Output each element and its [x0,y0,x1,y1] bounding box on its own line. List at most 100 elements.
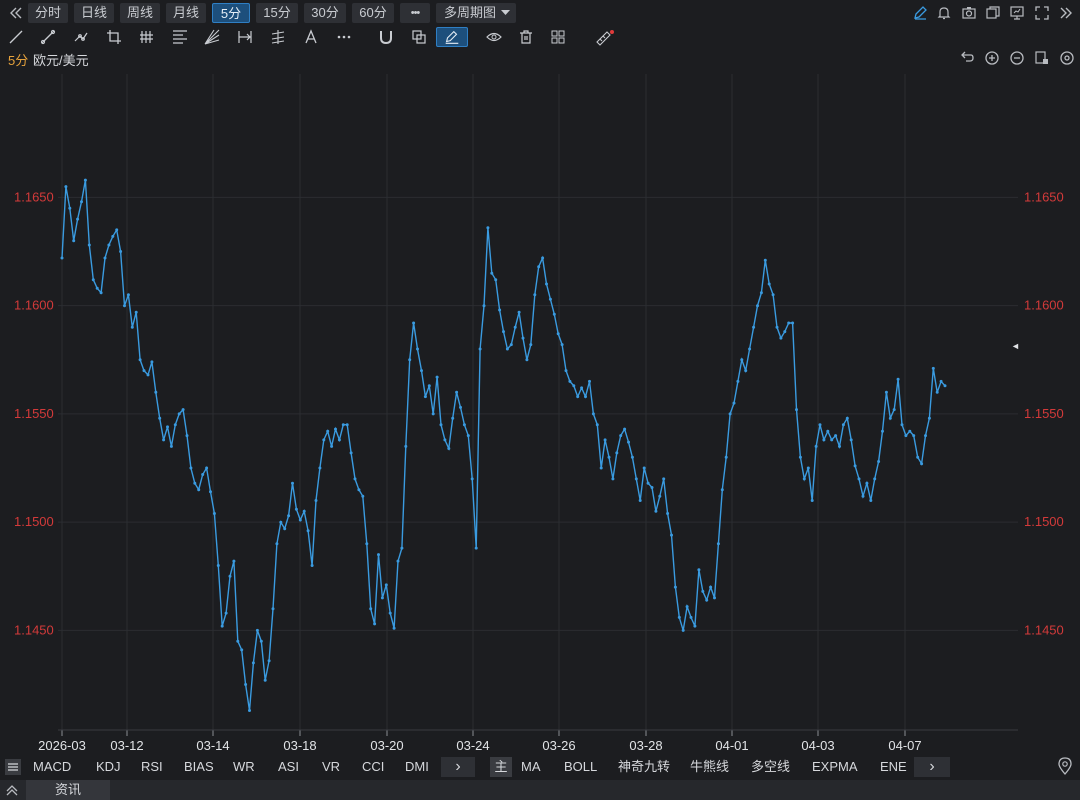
double-chevron-right-icon[interactable] [1057,4,1075,22]
tab-rsi[interactable]: RSI [141,759,163,774]
price-point [509,343,513,347]
price-point [76,217,80,221]
period-tab-week[interactable]: 周线 [120,3,160,23]
ruler-icon[interactable] [593,27,617,47]
tab-asi[interactable]: ASI [278,759,299,774]
tab-boll[interactable]: BOLL [564,759,598,774]
tab-duokong[interactable]: 多空线 [751,759,791,774]
bell-icon[interactable] [935,4,953,22]
line-icon[interactable] [6,27,26,47]
text-icon[interactable] [301,27,321,47]
price-point [783,330,787,334]
main-tabs-next-button[interactable]: › [914,757,950,777]
x-tick-label: 04-07 [888,738,921,753]
price-point [392,626,396,630]
monitor-icon[interactable] [1008,4,1026,22]
symbol-name[interactable]: 欧元/美元 [33,53,89,68]
price-point [158,416,162,420]
fib-icon[interactable] [170,27,190,47]
price-point [873,477,877,481]
tab-wr[interactable]: WR [233,759,255,774]
magnet-icon[interactable] [376,27,396,47]
price-point [673,585,677,589]
layers-icon[interactable] [409,27,429,47]
x-tick-label: 03-26 [542,738,575,753]
price-point [556,332,560,336]
undo-icon[interactable] [958,49,976,67]
tab-shenqi[interactable]: 神奇九转 [618,759,671,774]
price-point [134,310,138,314]
tab-ene[interactable]: ENE [880,759,907,774]
price-point [330,444,334,448]
price-point [490,271,494,275]
period-tab-month[interactable]: 月线 [166,3,206,23]
period-tab-fenshi[interactable]: 分时 [28,3,68,23]
price-point [505,347,509,351]
pen-icon[interactable] [436,27,468,47]
price-point [685,605,689,609]
more-dots-icon[interactable] [334,27,354,47]
tab-vr[interactable]: VR [322,759,341,774]
tab-macd[interactable]: MACD [33,759,72,774]
y-axis-left: 1.1650 1.1600 1.1550 1.1500 1.1450 [14,189,54,637]
tab-cci[interactable]: CCI [362,759,385,774]
price-point [709,585,713,589]
tab-bias[interactable]: BIAS [184,759,214,774]
price-point [881,429,884,433]
crop-icon[interactable] [104,27,124,47]
grid-icon[interactable] [548,27,568,47]
period-tab-day[interactable]: 日线 [74,3,114,23]
period-tab-60min[interactable]: 60分 [352,3,394,23]
price-point [670,533,673,537]
zoom-in-icon[interactable] [983,49,1001,67]
price-point [517,310,521,314]
compare-icon[interactable] [1033,49,1051,67]
tab-kdj[interactable]: KDJ [96,759,121,774]
price-point [677,615,681,619]
x-tick-label: 04-01 [715,738,748,753]
period-tab-5min[interactable]: 5分 [212,3,250,23]
zoom-out-icon[interactable] [1008,49,1026,67]
tab-niuxiong[interactable]: 牛熊线 [690,759,730,774]
parallel-lines-icon[interactable] [137,27,157,47]
tab-expma[interactable]: EXPMA [812,759,858,774]
fullscreen-icon[interactable] [1033,4,1051,22]
price-point [462,423,466,427]
info-tab[interactable]: 资讯 [26,780,110,800]
pencil-icon[interactable] [911,4,929,22]
chevron-down-icon [501,10,510,15]
ray-icon[interactable] [38,27,58,47]
copy-icon[interactable] [984,4,1002,22]
eye-icon[interactable] [484,27,504,47]
multi-period-dropdown[interactable]: 多周期图 [436,3,516,23]
pitchfork-icon[interactable] [268,27,288,47]
price-point [884,390,888,394]
price-point [380,596,384,600]
period-tab-15min[interactable]: 15分 [256,3,298,23]
settings-icon[interactable] [1058,49,1076,67]
tab-dmi[interactable]: DMI [405,759,429,774]
path-icon[interactable] [71,27,91,47]
price-point [326,429,330,433]
more-periods-button[interactable]: ••• [400,3,430,23]
x-tick-label: 03-12 [110,738,143,753]
price-point [740,358,744,362]
price-point [908,429,912,433]
double-chevron-left-icon[interactable] [7,4,25,22]
fan-icon[interactable] [202,27,222,47]
collapse-icon[interactable] [4,758,22,776]
camera-icon[interactable] [960,4,978,22]
price-point [775,325,779,329]
price-point [896,377,900,381]
double-chevron-up-icon[interactable] [4,782,20,798]
period-tab-30min[interactable]: 30分 [304,3,346,23]
price-point [251,661,255,665]
trash-icon[interactable] [516,27,536,47]
price-point [912,434,916,438]
range-icon[interactable] [235,27,255,47]
tab-ma[interactable]: MA [521,759,541,774]
price-point [447,447,451,450]
sub-tabs-next-button[interactable]: › [441,757,475,777]
location-icon[interactable] [1056,756,1074,776]
